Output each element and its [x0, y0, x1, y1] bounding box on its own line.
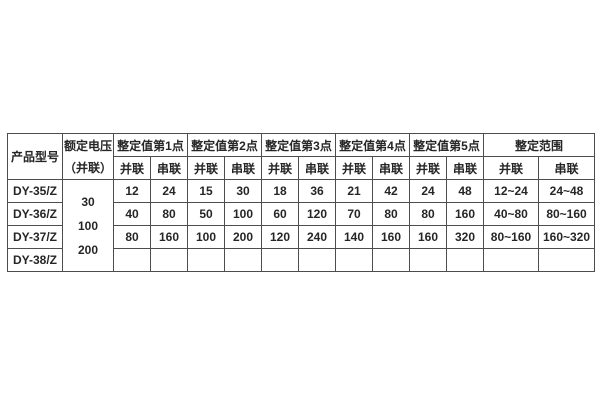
value-cell: 48: [446, 179, 484, 203]
value-cell: 120: [298, 202, 336, 226]
value-cell: [261, 248, 299, 272]
range-cell: 80~160: [483, 225, 539, 249]
value-cell: 160: [409, 225, 447, 249]
range-cell: [483, 248, 539, 272]
table-row: DY-38/Z: [7, 248, 596, 272]
table-row: DY-37/Z 80 160 100 200 120 240 140 160 1…: [7, 225, 596, 249]
value-cell: 200: [224, 225, 262, 249]
subheader-p4-parallel: 并联: [335, 156, 373, 180]
value-cell: 240: [298, 225, 336, 249]
value-cell: [150, 248, 188, 272]
header-row-groups: 产品型号 额定电压 （并联） 整定值第1点 整定值第2点 整定值第3点 整定值第…: [7, 133, 596, 180]
subheader-p5-series: 串联: [446, 156, 484, 180]
value-cell: 18: [261, 179, 299, 203]
rated-voltage-line2: （并联）: [63, 160, 112, 175]
subheader-p1-parallel: 并联: [113, 156, 151, 180]
value-cell: 140: [335, 225, 373, 249]
range-cell: [537, 248, 596, 272]
value-cell: 100: [224, 202, 262, 226]
value-cell: 160: [372, 225, 410, 249]
value-cell: [335, 248, 373, 272]
value-cell: 40: [113, 202, 151, 226]
range-cell: 12~24: [483, 179, 539, 203]
value-cell: 100: [187, 225, 225, 249]
value-cell: 60: [261, 202, 299, 226]
value-cell: 70: [335, 202, 373, 226]
subheader-p2-series: 串联: [224, 156, 262, 180]
value-cell: 24: [409, 179, 447, 203]
subheader-p3-parallel: 并联: [261, 156, 299, 180]
range-cell: 24~48: [537, 179, 596, 203]
model-cell: DY-36/Z: [7, 202, 63, 226]
col-header-point-2: 整定值第2点: [187, 133, 262, 157]
value-cell: [446, 248, 484, 272]
value-cell: [113, 248, 151, 272]
value-cell: 15: [187, 179, 225, 203]
range-cell: 40~80: [483, 202, 539, 226]
subheader-p4-series: 串联: [372, 156, 410, 180]
col-header-product-model: 产品型号: [7, 133, 63, 180]
col-header-point-4: 整定值第4点: [335, 133, 410, 157]
col-header-point-1: 整定值第1点: [113, 133, 188, 157]
value-cell: 21: [335, 179, 373, 203]
value-cell: 80: [150, 202, 188, 226]
value-cell: 80: [113, 225, 151, 249]
value-cell: [409, 248, 447, 272]
value-cell: [187, 248, 225, 272]
voltage-value: 200: [77, 242, 99, 257]
value-cell: 320: [446, 225, 484, 249]
value-cell: 42: [372, 179, 410, 203]
value-cell: 50: [187, 202, 225, 226]
header-row-subcolumns: 并联 串联 并联 串联 并联 串联 并联 串联 并联 串联 并联 串联: [8, 156, 596, 180]
value-cell: 30: [224, 179, 262, 203]
subheader-p5-parallel: 并联: [409, 156, 447, 180]
value-cell: [224, 248, 262, 272]
voltage-value: 100: [77, 218, 99, 233]
subheader-p2-parallel: 并联: [187, 156, 225, 180]
range-cell: 80~160: [537, 202, 596, 226]
col-header-setting-range: 整定范围: [482, 133, 596, 157]
col-header-rated-voltage: 额定电压 （并联）: [62, 133, 114, 180]
value-cell: [372, 248, 410, 272]
voltage-value: 30: [81, 194, 95, 209]
value-cell: 120: [261, 225, 299, 249]
model-cell: DY-38/Z: [7, 248, 63, 272]
range-cell: 160~320: [537, 225, 596, 249]
table-row: DY-35/Z 30 100 200 12 24 15 30 18 36 21 …: [7, 179, 596, 272]
value-cell: 80: [372, 202, 410, 226]
value-cell: 160: [446, 202, 484, 226]
value-cell: 80: [409, 202, 447, 226]
value-cell: 36: [298, 179, 336, 203]
rated-voltage-values-cell: 30 100 200: [62, 179, 114, 272]
subheader-range-series: 串联: [537, 156, 596, 180]
col-header-point-5: 整定值第5点: [409, 133, 484, 157]
value-cell: 12: [113, 179, 151, 203]
value-cell: 160: [150, 225, 188, 249]
value-cell: 24: [150, 179, 188, 203]
subheader-range-parallel: 并联: [483, 156, 539, 180]
subheader-p1-series: 串联: [150, 156, 188, 180]
value-cell: [298, 248, 336, 272]
model-cell: DY-35/Z: [7, 179, 63, 203]
subheader-p3-series: 串联: [298, 156, 336, 180]
relay-setting-spec-table: 产品型号 额定电压 （并联） 整定值第1点 整定值第2点 整定值第3点 整定值第…: [7, 133, 596, 272]
table-row: DY-36/Z 40 80 50 100 60 120 70 80 80 160…: [7, 202, 596, 226]
col-header-point-3: 整定值第3点: [261, 133, 336, 157]
model-cell: DY-37/Z: [7, 225, 63, 249]
rated-voltage-line1: 额定电压: [63, 138, 112, 153]
